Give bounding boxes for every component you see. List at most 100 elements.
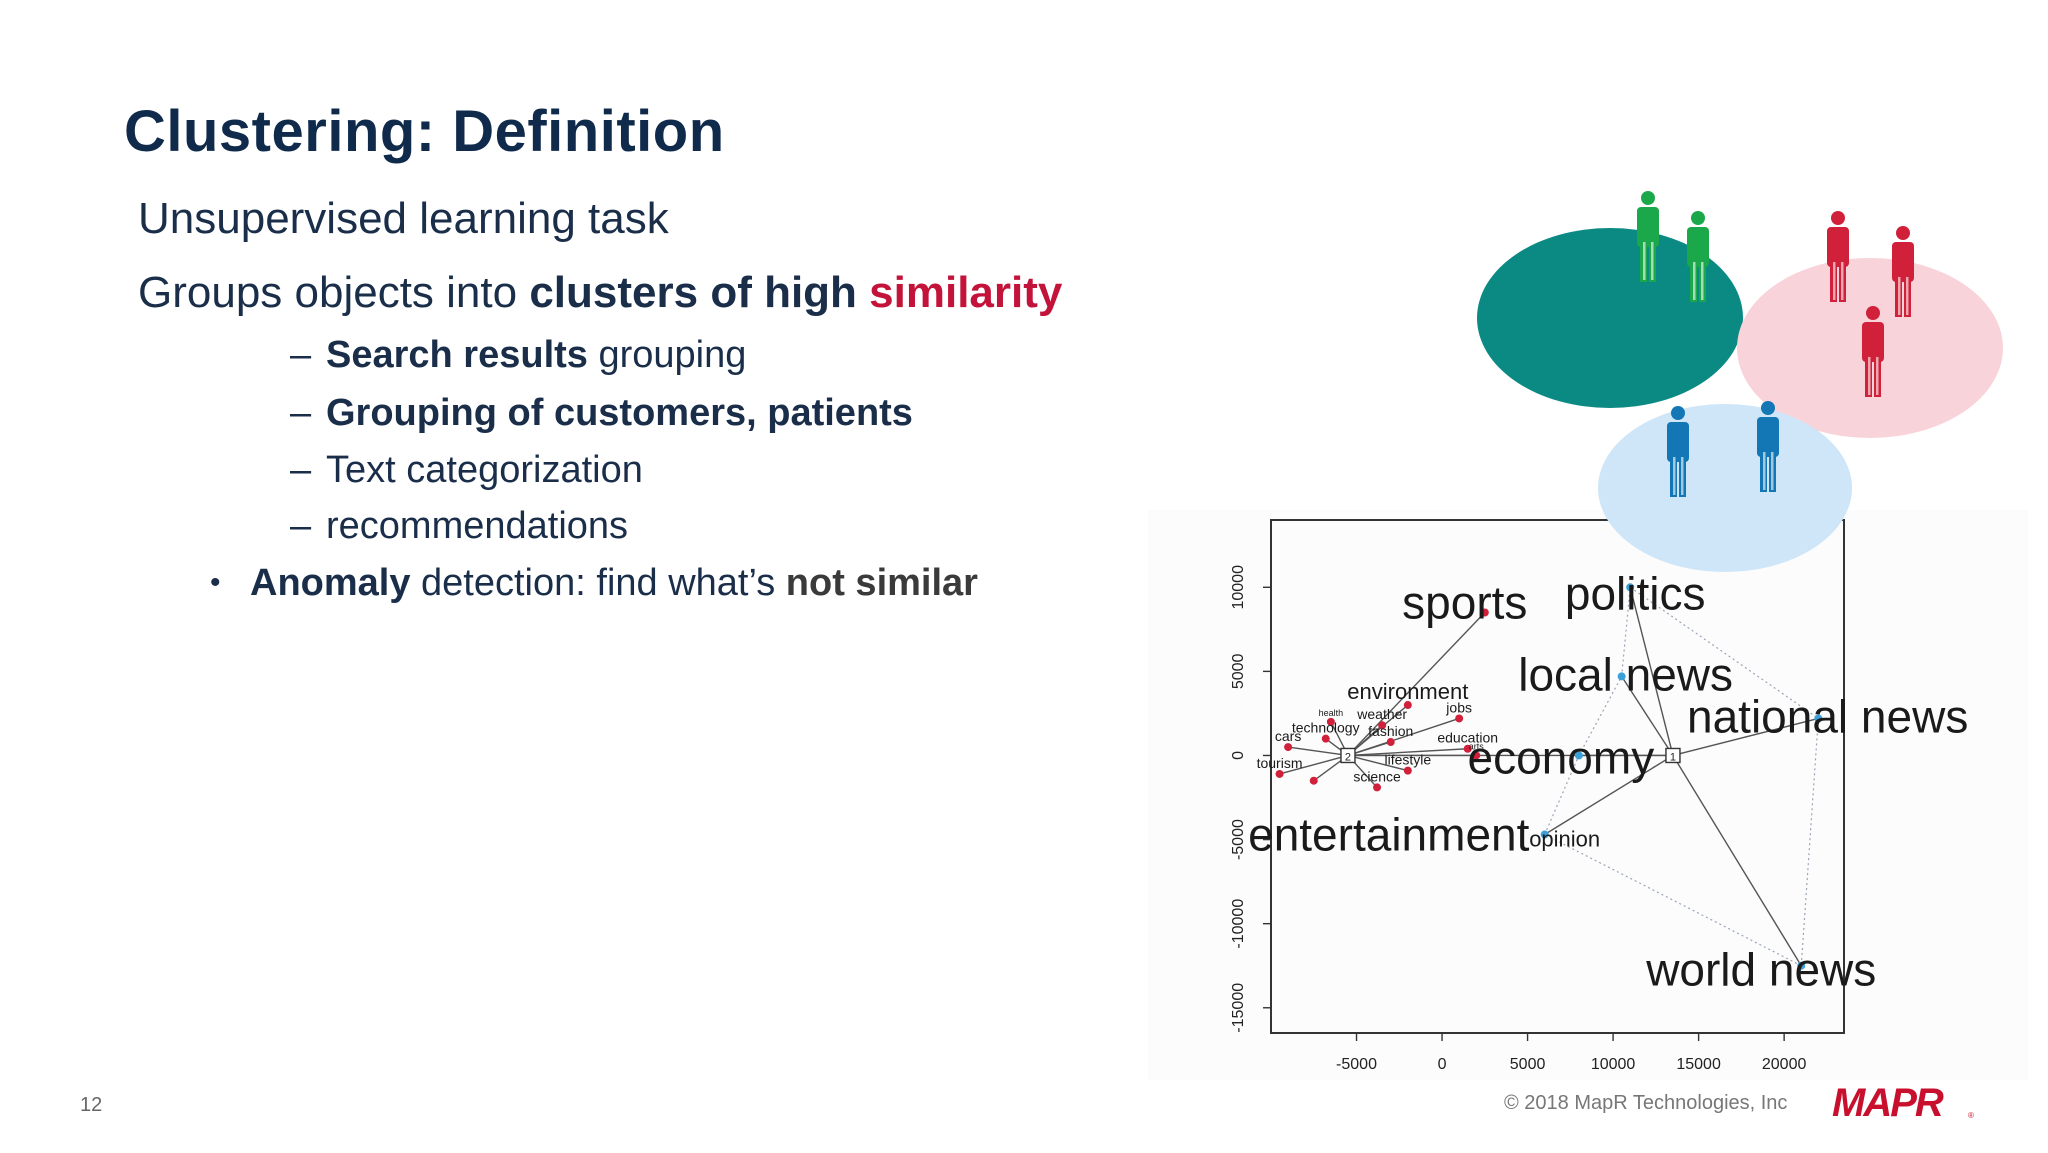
anomaly-end: not similar [785, 562, 978, 604]
y-tick-label: 10000 [1230, 565, 1247, 610]
person-icon [1667, 406, 1689, 497]
center-edge [1629, 587, 1674, 756]
person-part [1757, 417, 1779, 457]
point-dot [1373, 783, 1382, 792]
person-part [1651, 242, 1654, 280]
point-dot [1403, 766, 1412, 775]
point-dot [1309, 776, 1318, 785]
bullet-anomaly: • Anomaly detection: find what’s not simi… [210, 562, 978, 605]
point-dot [1284, 743, 1293, 752]
point-label: world news [1645, 944, 1876, 996]
person-icon [1687, 211, 1709, 302]
point-dot [1455, 714, 1464, 723]
bullet-marker: • [210, 566, 221, 599]
point-label: lifestyle [1384, 752, 1431, 768]
people-group [1637, 191, 1914, 497]
anomaly-middle: detection: find what’s [410, 562, 786, 604]
subitem-text-categorization: – Text categorization [290, 449, 643, 492]
center-edge [1347, 754, 1409, 772]
person-part [1892, 242, 1914, 282]
person-icon [1862, 306, 1884, 397]
person-part [1687, 227, 1709, 267]
cluster-teal [1477, 228, 1743, 408]
person-part [1898, 277, 1901, 315]
cluster-center-box [1340, 747, 1356, 764]
person-part [1866, 306, 1880, 320]
x-tick-label: -5000 [1336, 1056, 1377, 1073]
person-icon [1892, 226, 1914, 317]
person-part [1841, 262, 1844, 300]
subitem-text: grouping [587, 334, 747, 376]
groups-highlight: similarity [869, 268, 1063, 317]
person-part [1671, 406, 1685, 420]
y-tick-label: 0 [1230, 751, 1247, 760]
point-dot [1326, 717, 1335, 726]
person-part [1868, 357, 1871, 395]
x-tick-label: 15000 [1676, 1056, 1721, 1073]
x-tick-label: 10000 [1591, 1056, 1636, 1073]
person-icon [1757, 401, 1779, 492]
person-part [1641, 191, 1655, 205]
person-part [1763, 452, 1766, 490]
center-edge [1288, 746, 1349, 757]
point-label: science [1353, 768, 1401, 784]
center-edge [1279, 754, 1349, 775]
point-dot [1814, 714, 1823, 723]
person-part [1637, 207, 1659, 247]
point-label: politics [1565, 567, 1706, 619]
person-part [1693, 262, 1696, 300]
point-dot [1386, 738, 1395, 747]
point-dot [1574, 751, 1583, 760]
dotted-edge [1544, 833, 1802, 967]
person-part [1691, 211, 1705, 225]
slide-title: Clustering: Definition [124, 99, 725, 164]
bullet-unsupervised: Unsupervised learning task [138, 194, 669, 243]
point-dot [1472, 751, 1481, 760]
y-tick-label: -5000 [1230, 819, 1247, 860]
person-part [1862, 322, 1884, 362]
point-label: technology [1292, 720, 1360, 736]
person-part [1896, 226, 1910, 240]
plot-edges [1279, 586, 1819, 967]
subitem-grouping-customers: – Grouping of customers, patients [290, 392, 913, 435]
person-icon [1637, 191, 1659, 282]
x-tick-label: 20000 [1762, 1056, 1807, 1073]
plot-ticks: -5000 0 5000 10000 15000 20000 10000 5000 0 -5000… [1230, 565, 1806, 1073]
center-edge [1672, 717, 1819, 757]
point-dot [1403, 701, 1412, 710]
bullet-groups-objects: Groups objects into clusters of high sim… [138, 268, 1062, 318]
cluster-center-box [1665, 747, 1681, 764]
person-part [1833, 262, 1836, 300]
cluster-illustration [1477, 191, 2003, 572]
person-part [1761, 401, 1775, 415]
person-part [1831, 211, 1845, 225]
center-edge [1672, 755, 1802, 967]
page-number: 12 [80, 1094, 103, 1116]
y-tick-label: -15000 [1230, 983, 1247, 1033]
anomaly-bold: Anomaly [250, 562, 411, 604]
mapr-logo: MAPR ® [1832, 1081, 1974, 1124]
point-label: weather [1356, 706, 1407, 722]
subitem-text: Text categorization [326, 449, 643, 491]
groups-bold: clusters of high [529, 268, 870, 317]
point-label: opinion [1529, 827, 1600, 852]
point-dot [1626, 583, 1635, 592]
person-icon [1827, 211, 1849, 302]
point-label: entertainment [1248, 809, 1529, 861]
dash-marker: – [290, 334, 312, 376]
subitem-bold: Grouping of customers, patients [326, 392, 913, 434]
point-dot [1463, 744, 1472, 753]
cluster-light-blue [1598, 404, 1852, 572]
center-edge [1347, 748, 1468, 757]
person-part [1667, 422, 1689, 462]
point-dot [1540, 830, 1549, 839]
point-dot [1480, 608, 1489, 617]
logo-mark: ® [1968, 1111, 1974, 1120]
point-dot [1378, 721, 1387, 730]
center-edge [1621, 676, 1674, 756]
person-part [1643, 242, 1646, 280]
plot-background [1148, 510, 2028, 1080]
